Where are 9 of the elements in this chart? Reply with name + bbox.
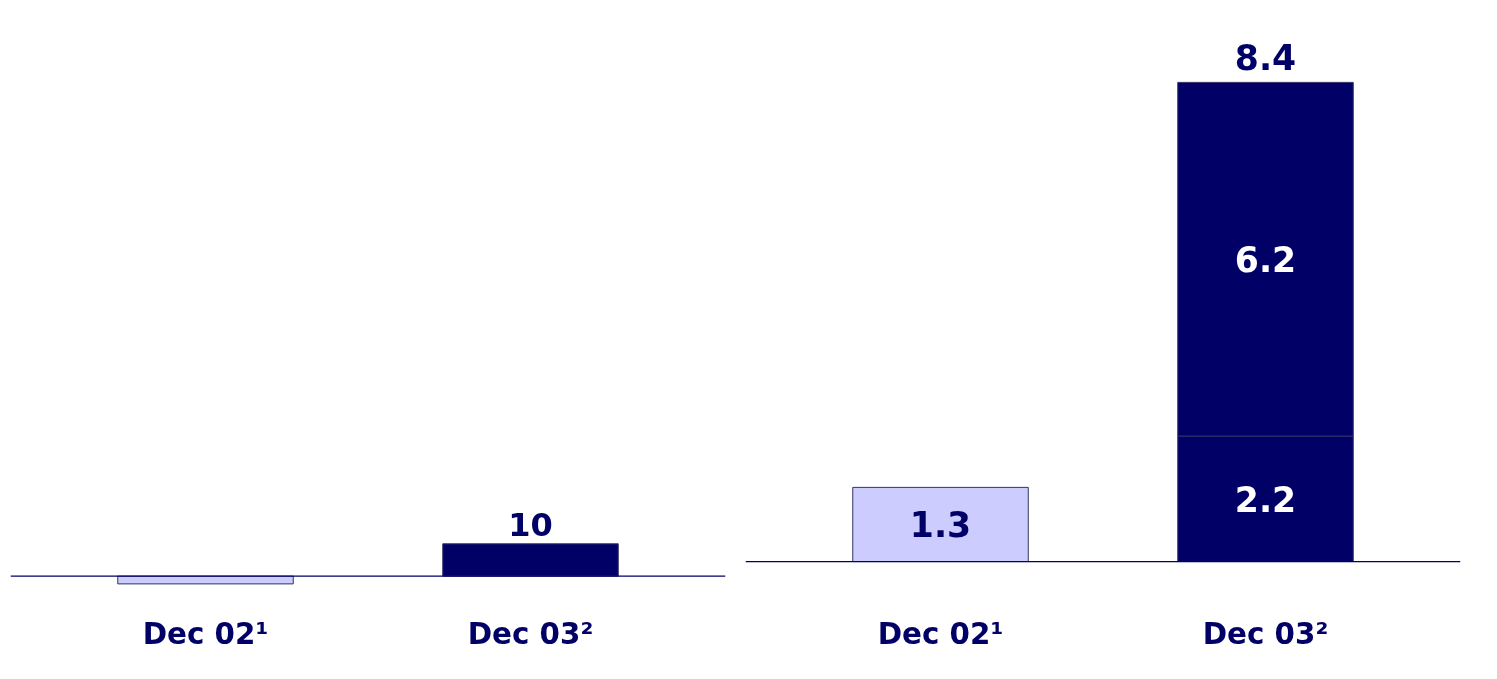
x-tick-label: Dec 03² [467, 616, 594, 651]
x-tick-label: Dec 02¹ [142, 616, 269, 651]
data-label: 2.2 [1234, 479, 1297, 520]
total-label: 8.4 [1234, 38, 1297, 79]
data-label: 6.2 [1234, 240, 1297, 281]
data-label: 10 [508, 505, 553, 544]
x-tick-label: Dec 02¹ [877, 616, 1004, 651]
x-tick-label: Dec 03² [1202, 616, 1329, 651]
data-label: 1.3 [909, 505, 972, 546]
